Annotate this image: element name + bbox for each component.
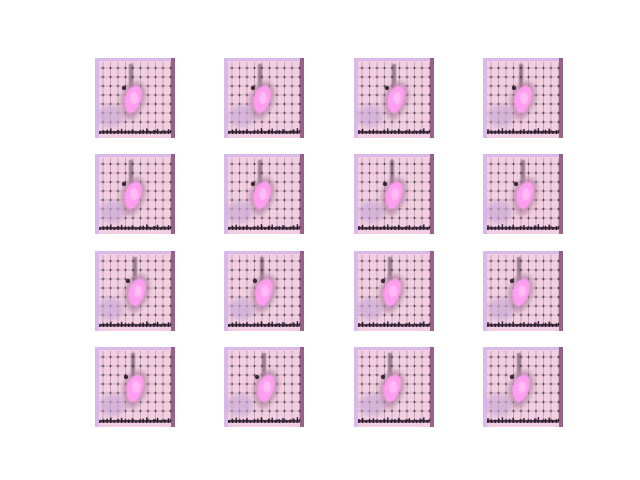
sample-tile (354, 154, 434, 234)
sample-tile (354, 58, 434, 138)
sample-tile (354, 251, 434, 331)
sample-tile (354, 347, 434, 427)
sample-tile (95, 58, 175, 138)
sample-tile (95, 251, 175, 331)
sample-tile (224, 251, 304, 331)
sample-tile (224, 347, 304, 427)
sample-tile (483, 347, 563, 427)
sample-tile (483, 154, 563, 234)
sample-tile (224, 58, 304, 138)
sample-tile (483, 58, 563, 138)
sample-tile (95, 154, 175, 234)
sample-tile (224, 154, 304, 234)
sample-tile (483, 251, 563, 331)
sample-tile (95, 347, 175, 427)
